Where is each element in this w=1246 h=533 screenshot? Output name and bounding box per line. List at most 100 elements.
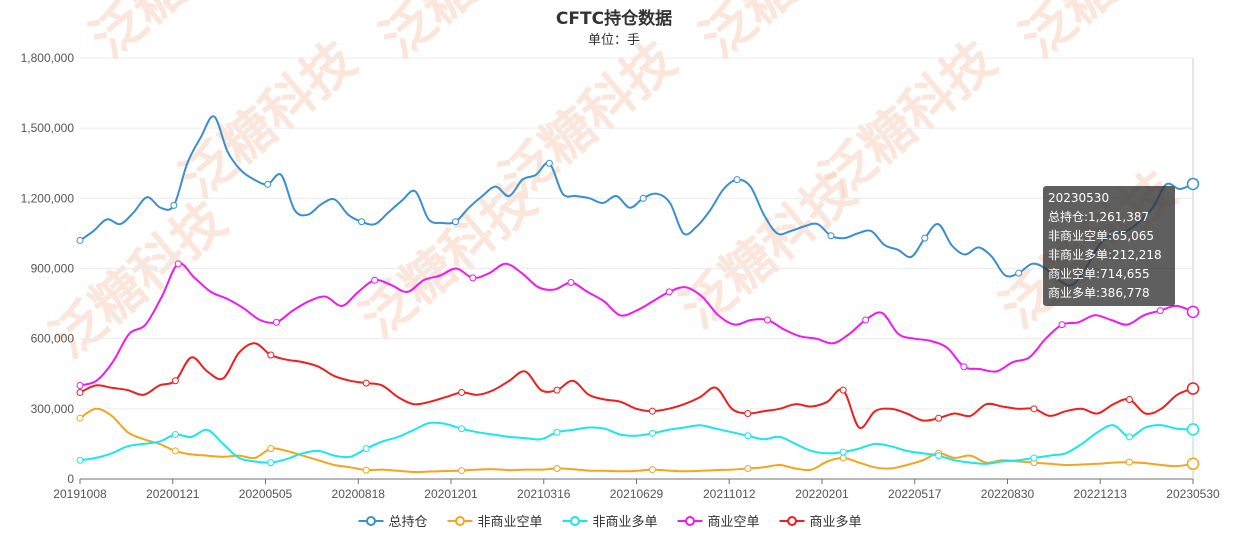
x-tick-label: 20220201 bbox=[795, 487, 849, 501]
series-point-highlight bbox=[1186, 423, 1200, 436]
series-point bbox=[827, 232, 835, 240]
y-tick-label: 1,500,000 bbox=[21, 121, 75, 135]
watermark-text: 泛糖科技 bbox=[1010, 0, 1208, 70]
y-tick-label: 1,800,000 bbox=[21, 51, 75, 65]
series-point bbox=[1156, 307, 1164, 315]
tooltip-line-total: 总持仓:1,261,387 bbox=[1048, 210, 1150, 224]
series-point bbox=[76, 236, 84, 244]
series-point bbox=[469, 274, 477, 282]
legend-marker bbox=[570, 516, 580, 526]
series-point bbox=[733, 176, 741, 184]
legend-item-3[interactable]: 商业空单 bbox=[677, 515, 760, 530]
series-point bbox=[264, 180, 272, 188]
legend-label: 商业多单 bbox=[810, 514, 862, 530]
watermark-text: 泛糖科技 bbox=[370, 0, 568, 70]
tooltip-line-comm-short: 商业空单:714,655 bbox=[1048, 267, 1150, 281]
series-point bbox=[267, 445, 275, 453]
y-tick-label: 1,200,000 bbox=[21, 191, 75, 205]
series-point bbox=[862, 316, 870, 324]
tooltip-line-comm-long: 商业多单:386,778 bbox=[1048, 286, 1150, 300]
watermark-text: 泛糖科技 bbox=[690, 0, 888, 70]
legend-marker bbox=[455, 516, 465, 526]
series-point bbox=[171, 377, 179, 385]
legend-item-0[interactable]: 总持仓 bbox=[358, 515, 428, 530]
series-line-3 bbox=[79, 262, 1194, 387]
series-point bbox=[272, 318, 280, 326]
legend-item-2[interactable]: 非商业多单 bbox=[562, 514, 658, 530]
series-point bbox=[960, 363, 968, 371]
series-point bbox=[567, 279, 575, 287]
watermark-text: 泛糖科技 bbox=[810, 30, 1008, 210]
tooltip: 20230530 总持仓:1,261,387 非商业空单:65,065 非商业多… bbox=[1043, 186, 1175, 306]
series-point bbox=[1030, 405, 1038, 413]
x-tick-label: 20230530 bbox=[1166, 487, 1220, 501]
x-tick-label: 20201201 bbox=[424, 487, 478, 501]
series-point bbox=[76, 381, 84, 389]
series-point bbox=[451, 218, 459, 226]
x-tick-label: 20211012 bbox=[703, 487, 756, 501]
legend-label: 非商业多单 bbox=[593, 514, 658, 530]
series-point bbox=[171, 431, 179, 439]
series-point bbox=[639, 194, 647, 202]
series-point bbox=[1125, 433, 1133, 441]
series-point bbox=[170, 201, 178, 209]
series-point bbox=[553, 386, 561, 394]
x-tick-label: 20200121 bbox=[146, 487, 200, 501]
series-point bbox=[1015, 269, 1023, 277]
series-point bbox=[1030, 454, 1038, 462]
series-point bbox=[371, 276, 379, 284]
y-tick-label: 900,000 bbox=[31, 262, 75, 276]
legend-item-1[interactable]: 非商业空单 bbox=[447, 515, 543, 530]
x-tick-label: 20221213 bbox=[1074, 487, 1128, 501]
series-point bbox=[553, 464, 561, 472]
series-line-4 bbox=[79, 342, 1194, 429]
legend-label: 总持仓 bbox=[389, 515, 428, 530]
series-point bbox=[648, 429, 656, 437]
series-line-1 bbox=[79, 407, 1194, 474]
y-tick-label: 0 bbox=[67, 472, 74, 486]
series-point bbox=[267, 351, 275, 359]
x-tick-label: 20210316 bbox=[517, 487, 571, 501]
series-point-highlight bbox=[1186, 382, 1200, 395]
legend-item-4[interactable]: 商业多单 bbox=[779, 514, 862, 530]
chart-subtitle: 单位：手 bbox=[588, 33, 640, 48]
legend-marker bbox=[787, 516, 797, 526]
series-point bbox=[839, 454, 847, 462]
y-axis: 0 300,000 600,000 900,000 1,200,000 1,500,000… bbox=[21, 51, 75, 486]
series-point bbox=[171, 447, 179, 455]
series-point bbox=[1125, 395, 1133, 403]
series-line-2 bbox=[79, 421, 1194, 465]
series-point bbox=[553, 428, 561, 436]
series-point bbox=[76, 456, 84, 464]
series-point bbox=[458, 425, 466, 433]
tooltip-date: 20230530 bbox=[1048, 191, 1110, 205]
series-point bbox=[76, 414, 84, 422]
chart-title: CFTC持仓数据 bbox=[556, 8, 672, 29]
series-point bbox=[362, 466, 370, 474]
x-tick-label: 20191008 bbox=[53, 487, 107, 501]
legend[interactable]: 总持仓 非商业空单 非商业多单 商业空单 商业多单 bbox=[358, 514, 862, 530]
x-tick-label: 20200505 bbox=[239, 487, 293, 501]
series-point bbox=[174, 260, 182, 268]
series-point bbox=[358, 218, 366, 226]
series-layer bbox=[76, 115, 1200, 475]
y-tick-label: 600,000 bbox=[31, 332, 75, 346]
series-point bbox=[744, 410, 752, 418]
series-point bbox=[744, 464, 752, 472]
series-point bbox=[763, 316, 771, 324]
series-point bbox=[744, 432, 752, 440]
series-point bbox=[921, 234, 929, 242]
x-tick-label: 20210629 bbox=[610, 487, 664, 501]
legend-label: 商业空单 bbox=[708, 515, 760, 530]
tooltip-line-noncomm-short: 非商业空单:65,065 bbox=[1048, 229, 1155, 243]
series-point bbox=[839, 448, 847, 456]
series-point bbox=[935, 452, 943, 460]
series-point bbox=[458, 467, 466, 475]
y-tick-label: 300,000 bbox=[31, 402, 75, 416]
legend-marker bbox=[366, 516, 376, 526]
series-point bbox=[76, 388, 84, 396]
series-point bbox=[935, 414, 943, 422]
series-point-highlight bbox=[1186, 305, 1200, 319]
series-point bbox=[458, 388, 466, 396]
